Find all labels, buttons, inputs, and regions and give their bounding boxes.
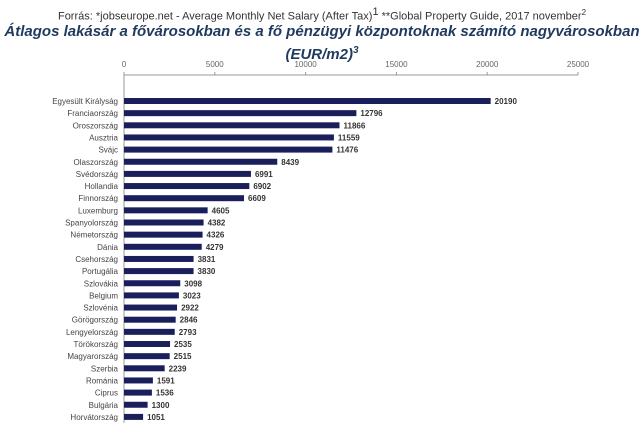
category-label: Franciaország (67, 109, 118, 118)
data-label: 3831 (198, 255, 216, 264)
bar (124, 292, 179, 299)
category-label: Szerbia (91, 364, 119, 373)
data-label: 3098 (184, 279, 202, 288)
x-tick-label: 5000 (206, 60, 224, 69)
bar (124, 341, 171, 347)
bar (124, 219, 204, 226)
chart-title: Átlagos lakásár a fővárosokban és a fő p… (0, 22, 644, 64)
bar (124, 122, 340, 129)
chart-title-line-1: Átlagos lakásár a fővárosokban és a fő p… (4, 23, 640, 40)
category-label: Dánia (97, 243, 118, 252)
bar (124, 134, 334, 141)
data-label: 4279 (206, 243, 224, 252)
bar (124, 110, 357, 117)
bar (124, 316, 176, 323)
bar (124, 158, 278, 165)
bar (124, 146, 333, 153)
data-label: 1536 (156, 389, 174, 398)
source-prefix: Forrás: *jobseurope.net - Average Monthl… (57, 10, 373, 23)
category-label: Szlovénia (83, 304, 118, 313)
category-label: Görögország (72, 316, 118, 325)
source-sup-2: 2 (581, 8, 587, 17)
category-label: Magyarország (67, 352, 118, 361)
bar (124, 183, 250, 190)
source-middle: **Global Property Guide, 2017 november (381, 10, 582, 23)
category-label: Ausztria (89, 133, 118, 142)
data-label: 1591 (157, 376, 175, 385)
data-label: 2846 (180, 316, 198, 325)
data-label: 1300 (152, 401, 170, 410)
data-label: 1051 (147, 413, 165, 422)
bar (124, 280, 181, 287)
category-label: Belgium (89, 291, 118, 300)
x-tick-label: 25000 (567, 60, 590, 69)
data-label: 2793 (179, 328, 197, 337)
category-label: Finnország (78, 194, 118, 203)
category-label: Horvátország (70, 413, 118, 422)
data-label: 2515 (174, 352, 192, 361)
x-tick-label: 15000 (385, 60, 408, 69)
bar (124, 328, 175, 335)
category-label: Románia (86, 376, 119, 385)
bar (124, 365, 165, 372)
category-label: Szlovákia (84, 279, 119, 288)
category-label: Portugália (82, 267, 119, 276)
bar (124, 401, 148, 408)
bar (124, 389, 152, 396)
source-sup-1: 1 (372, 6, 379, 18)
data-label: 11866 (343, 121, 365, 130)
source-note: Forrás: *jobseurope.net - Average Monthl… (0, 6, 644, 23)
x-tick-label: 10000 (294, 60, 317, 69)
bar (124, 231, 203, 238)
bar (124, 243, 202, 250)
bar (124, 170, 251, 177)
category-label: Svédország (76, 170, 118, 179)
bar (124, 207, 208, 214)
bar (124, 413, 144, 420)
data-label: 2922 (181, 304, 199, 313)
category-label: Luxemburg (78, 206, 118, 215)
bar (124, 304, 178, 311)
chart-title-unit: (EUR/m2) (285, 46, 353, 63)
category-label: Oroszország (73, 121, 118, 130)
bar (124, 195, 245, 202)
data-label: 2535 (174, 340, 192, 349)
bar (124, 268, 194, 275)
category-label: Svájc (98, 146, 118, 155)
x-tick-label: 0 (122, 60, 127, 69)
category-label: Csehország (75, 255, 118, 264)
category-label: Németország (70, 231, 118, 240)
bar (124, 377, 153, 384)
category-label: Ciprus (95, 389, 118, 398)
bar (124, 255, 194, 262)
category-label: Olaszország (74, 158, 118, 167)
data-label: 4605 (212, 206, 230, 215)
data-label: 20190 (495, 97, 518, 106)
data-label: 11476 (336, 146, 358, 155)
data-label: 12796 (360, 109, 383, 118)
category-label: Hollandia (85, 182, 119, 191)
category-label: Egyesült Királyság (52, 97, 118, 106)
data-label: 4382 (208, 219, 226, 228)
data-label: 3023 (183, 291, 201, 300)
chart-title-sup: 3 (352, 45, 359, 56)
data-label: 8439 (281, 158, 299, 167)
data-label: 6902 (253, 182, 271, 191)
data-label: 6609 (248, 194, 266, 203)
chart-title-line-2: (EUR/m2)3 (0, 41, 644, 64)
category-label: Spanyolország (65, 219, 118, 228)
data-label: 2239 (169, 364, 187, 373)
category-label: Bulgária (89, 401, 119, 410)
bar (124, 353, 170, 360)
bar (124, 98, 491, 104)
category-label: Lengyelország (66, 328, 118, 337)
data-label: 11559 (338, 133, 360, 142)
data-label: 4326 (207, 231, 225, 240)
x-tick-label: 20000 (476, 60, 499, 69)
data-label: 3830 (198, 267, 216, 276)
category-label: Törökország (74, 340, 118, 349)
data-label: 6991 (255, 170, 273, 179)
